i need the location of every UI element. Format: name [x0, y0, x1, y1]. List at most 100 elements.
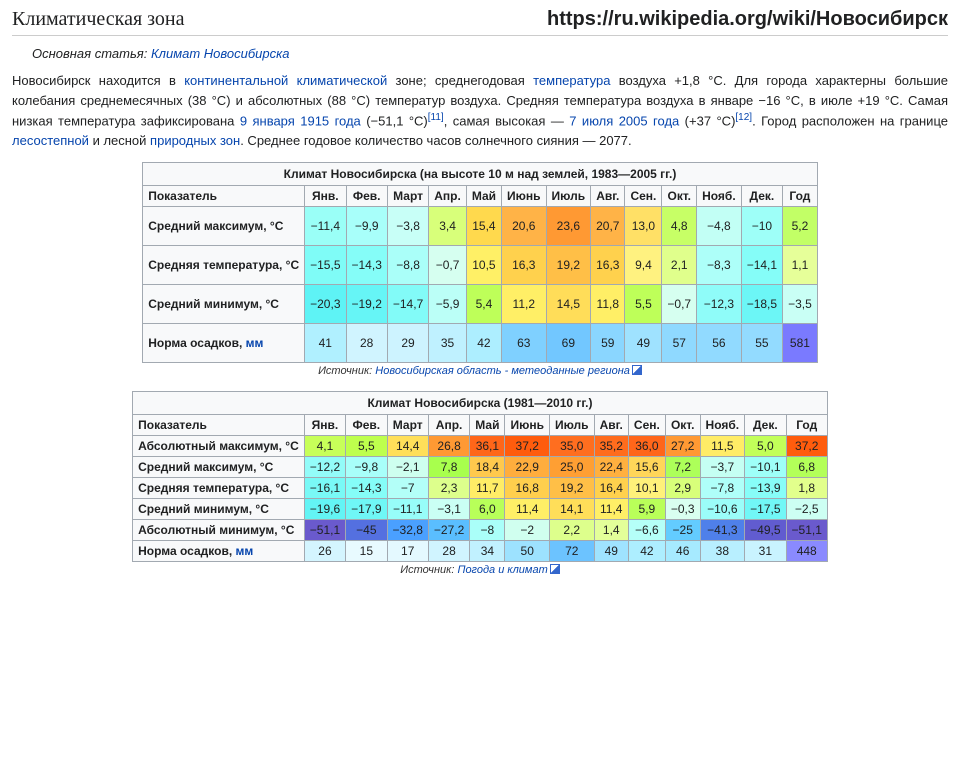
data-cell: −51,1: [786, 520, 827, 541]
data-cell: 10,5: [466, 246, 501, 285]
data-cell: 27,2: [665, 436, 700, 457]
main-article-link[interactable]: Климат Новосибирска: [151, 46, 290, 61]
month-header: Фев.: [346, 415, 387, 436]
table2-source-link[interactable]: Погода и климат: [457, 564, 547, 576]
data-cell: 9,4: [625, 246, 662, 285]
table1-source-link[interactable]: Новосибирская область - метеоданные реги…: [375, 365, 630, 377]
data-cell: 15,4: [466, 207, 501, 246]
wiki-link[interactable]: 9 января: [240, 113, 295, 128]
data-cell: −10,6: [700, 499, 745, 520]
data-cell: 35,0: [549, 436, 594, 457]
climate-table-2-wrap: Климат Новосибирска (1981—2010 гг.)Показ…: [12, 391, 948, 562]
row-label: Абсолютный минимум, °C: [133, 520, 305, 541]
data-cell: −16,1: [304, 478, 345, 499]
data-cell: −10,1: [745, 457, 786, 478]
data-cell: −8: [470, 520, 505, 541]
data-cell: 35,2: [594, 436, 628, 457]
month-header: Март: [387, 186, 428, 207]
row-label: Средний максимум, °C: [143, 207, 305, 246]
data-cell: 26: [304, 541, 345, 562]
wiki-link[interactable]: природных зон: [150, 133, 240, 148]
month-header: Июль: [546, 186, 591, 207]
wiki-link[interactable]: 7 июля: [569, 113, 613, 128]
data-cell: 10,1: [628, 478, 665, 499]
data-cell: 581: [783, 324, 818, 363]
data-cell: −51,1: [304, 520, 345, 541]
climate-table-2: Климат Новосибирска (1981—2010 гг.)Показ…: [132, 391, 828, 562]
data-cell: 11,4: [505, 499, 550, 520]
data-cell: 6,8: [786, 457, 827, 478]
wiki-link[interactable]: 1915 года: [300, 113, 361, 128]
data-cell: 17: [387, 541, 428, 562]
data-cell: −6,6: [628, 520, 665, 541]
data-cell: 22,9: [505, 457, 550, 478]
month-header: Июнь: [505, 415, 550, 436]
data-cell: −15,5: [305, 246, 346, 285]
data-cell: 23,6: [546, 207, 591, 246]
data-cell: 63: [502, 324, 547, 363]
data-cell: −32,8: [387, 520, 428, 541]
wiki-link[interactable]: континентальной климатической: [184, 73, 387, 88]
climate-table-1-wrap: Климат Новосибирска (на высоте 10 м над …: [12, 162, 948, 363]
wiki-link[interactable]: температура: [533, 73, 610, 88]
data-cell: 36,1: [470, 436, 505, 457]
data-cell: −27,2: [428, 520, 469, 541]
month-header: Сен.: [628, 415, 665, 436]
month-header: Окт.: [665, 415, 700, 436]
data-cell: −11,4: [305, 207, 346, 246]
data-cell: 46: [665, 541, 700, 562]
wiki-link[interactable]: 2005 года: [619, 113, 680, 128]
data-cell: 2,2: [549, 520, 594, 541]
section-title: Климатическая зона: [12, 8, 185, 31]
indicator-header: Показатель: [133, 415, 305, 436]
month-header: Май: [466, 186, 501, 207]
reference-link[interactable]: [12]: [735, 112, 752, 123]
data-cell: 37,2: [505, 436, 550, 457]
data-cell: −13,9: [745, 478, 786, 499]
data-cell: −9,9: [346, 207, 387, 246]
data-cell: −3,8: [387, 207, 428, 246]
data-cell: 2,1: [662, 246, 697, 285]
data-cell: 28: [428, 541, 469, 562]
month-header: Дек.: [741, 186, 782, 207]
main-article-note: Основная статья: Климат Новосибирска: [32, 46, 948, 61]
data-cell: −2: [505, 520, 550, 541]
data-cell: 15,6: [628, 457, 665, 478]
data-cell: 5,9: [628, 499, 665, 520]
data-cell: 42: [466, 324, 501, 363]
data-cell: 50: [505, 541, 550, 562]
month-header: Нояб.: [700, 415, 745, 436]
month-header: Год: [786, 415, 827, 436]
row-label: Средняя температура, °C: [143, 246, 305, 285]
data-cell: −20,3: [305, 285, 346, 324]
data-cell: 20,6: [502, 207, 547, 246]
data-cell: −2,1: [387, 457, 428, 478]
reference-link[interactable]: [11]: [428, 112, 444, 123]
month-header: Сен.: [625, 186, 662, 207]
month-header: Дек.: [745, 415, 786, 436]
row-label: Норма осадков, мм: [143, 324, 305, 363]
row-label: Абсолютный максимум, °C: [133, 436, 305, 457]
month-header: Янв.: [304, 415, 345, 436]
data-cell: −19,2: [346, 285, 387, 324]
data-cell: 57: [662, 324, 697, 363]
table-caption: Климат Новосибирска (на высоте 10 м над …: [142, 162, 818, 185]
month-header: Март: [387, 415, 428, 436]
data-cell: −19,6: [304, 499, 345, 520]
data-cell: 448: [786, 541, 827, 562]
wiki-link[interactable]: лесостепной: [12, 133, 89, 148]
month-header: Янв.: [305, 186, 346, 207]
data-cell: −4,8: [697, 207, 742, 246]
data-cell: −12,2: [304, 457, 345, 478]
month-header: Июнь: [502, 186, 547, 207]
month-header: Фев.: [346, 186, 387, 207]
page-url: https://ru.wikipedia.org/wiki/Новосибирс…: [547, 8, 948, 31]
data-cell: 69: [546, 324, 591, 363]
data-cell: 20,7: [591, 207, 625, 246]
data-cell: −14,1: [741, 246, 782, 285]
data-cell: −17,9: [346, 499, 387, 520]
data-cell: 36,0: [628, 436, 665, 457]
data-cell: 4,8: [662, 207, 697, 246]
row-label: Средний максимум, °C: [133, 457, 305, 478]
data-cell: −18,5: [741, 285, 782, 324]
